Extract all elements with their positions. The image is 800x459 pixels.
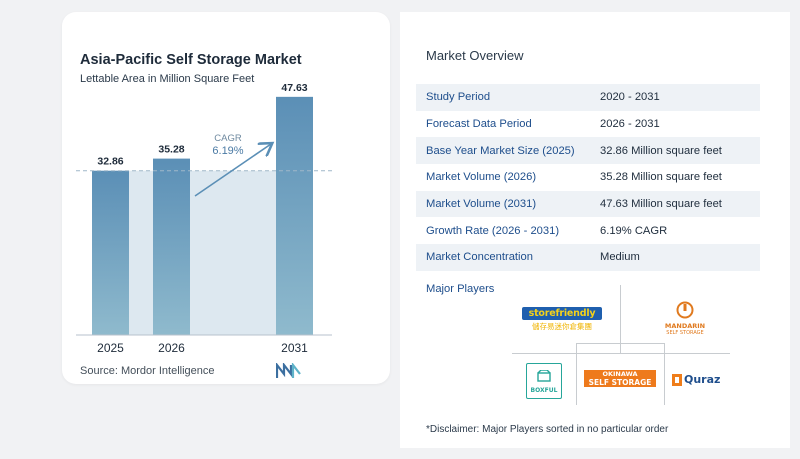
overview-row-value: 6.19% CAGR [600, 224, 668, 237]
value-label-2025: 32.86 [97, 156, 123, 168]
overview-row: Study Period 2020 - 2031 [416, 84, 760, 111]
okinawa-logo: OKINAWA SELF STORAGE [584, 370, 656, 387]
chart-subtitle: Lettable Area in Million Square Feet [80, 73, 255, 85]
divider [512, 353, 730, 354]
overview-row: Growth Rate (2026 - 2031) 6.19% CAGR [416, 217, 760, 244]
quraz-icon [672, 373, 682, 386]
overview-title: Market Overview [426, 48, 524, 63]
overview-row-value: 32.86 Million square feet [594, 137, 760, 165]
overview-row-value: 35.28 Million square feet [600, 171, 722, 184]
overview-row-label: Market Volume (2026) [426, 171, 537, 184]
overview-row-value: 47.63 Million square feet [594, 190, 760, 218]
chart-card: 32.86 35.28 47.63 2025 2026 2031 CAGR 6.19% Asi… [62, 12, 390, 384]
overview-row: Market Volume (2026) 35.28 Million square… [416, 164, 760, 191]
divider [576, 343, 577, 405]
bar-2025 [92, 170, 129, 335]
overview-row-label: Base Year Market Size (2025) [416, 137, 594, 165]
cagr-label: CAGR [214, 133, 242, 144]
boxful-logo: BOXFUL [526, 363, 562, 399]
overview-row: Base Year Market Size (2025) 32.86 Millio… [416, 137, 760, 165]
overview-row-value: Medium [594, 244, 760, 271]
source-note: Source: Mordor Intelligence [80, 365, 215, 377]
overview-row-value: 2020 - 2031 [594, 84, 760, 111]
chart-title: Asia-Pacific Self Storage Market [80, 52, 302, 68]
overview-row-label: Growth Rate (2026 - 2031) [426, 224, 560, 237]
overview-row: Market Volume (2031) 47.63 Million square… [416, 190, 760, 218]
quraz-logo: Quraz [672, 373, 724, 386]
mordor-logo-icon [276, 363, 301, 378]
overview-row-label: Forecast Data Period [426, 118, 532, 131]
overview-row-label: Study Period [416, 84, 594, 111]
storefriendly-logo: storefriendly 儲存易迷你倉集團 [522, 307, 602, 332]
x-tick-label-2025: 2025 [97, 341, 124, 355]
value-label-2026: 35.28 [158, 144, 184, 156]
players-title: Major Players [426, 283, 495, 295]
disclaimer: *Disclaimer: Major Players sorted in no … [426, 424, 669, 435]
divider [576, 343, 664, 344]
divider [620, 285, 621, 353]
x-tick-label-2031: 2031 [281, 341, 308, 355]
reference-band [129, 170, 276, 335]
bar-2031 [276, 96, 313, 335]
divider [664, 343, 665, 405]
overview-row-label: Market Concentration [416, 244, 594, 271]
overview-table: Study Period 2020 - 2031 Forecast Data Per… [416, 84, 760, 271]
value-label-2031: 47.63 [281, 82, 307, 94]
cagr-arrow [194, 144, 271, 197]
overview-row-label: Market Volume (2031) [416, 190, 594, 218]
mandarin-logo: MANDARIN SELF STORAGE [662, 301, 708, 336]
mandarin-icon [676, 301, 694, 319]
box-icon [537, 369, 551, 382]
bar-2026 [153, 158, 190, 335]
cagr-value: 6.19% [212, 145, 243, 157]
overview-row-value: 2026 - 2031 [600, 118, 660, 131]
x-tick-label-2026: 2026 [158, 341, 185, 355]
overview-card: Market Overview Study Period 2020 - 2031 F… [400, 12, 790, 448]
players-grid: storefriendly 儲存易迷你倉集團 MANDARIN SELF STO… [400, 12, 790, 448]
overview-row: Market Concentration Medium [416, 244, 760, 271]
overview-row: Forecast Data Period 2026 - 2031 [416, 111, 760, 138]
